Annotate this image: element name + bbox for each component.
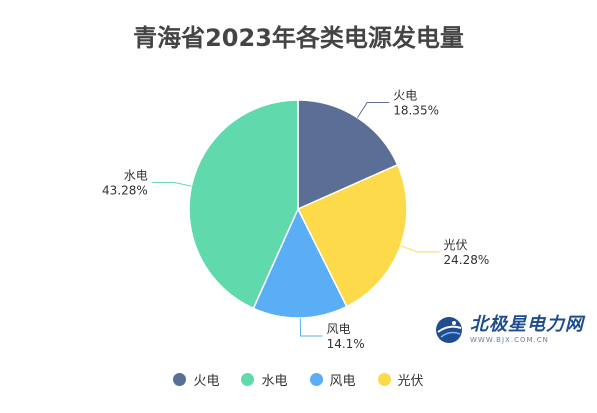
slice-name-label-hydro: 水电 [124,168,148,182]
leader-line-wind [299,317,323,337]
slice-percent-label-solar: 24.28% [444,253,490,267]
legend-swatch-solar [377,373,391,386]
slice-percent-label-wind: 14.1% [327,337,365,351]
watermark-logo: 北极星电力网 WWW.BJX.COM.CN [434,310,584,350]
legend-swatch-hydro [241,373,255,386]
legend-label-wind: 风电 [329,374,356,389]
legend-item-thermal[interactable]: 火电 [173,370,219,389]
legend-label-thermal: 火电 [193,374,220,389]
slice-name-label-wind: 风电 [327,322,351,336]
legend-label-hydro: 水电 [261,374,288,389]
legend-item-hydro[interactable]: 水电 [241,370,288,389]
slice-name-label-thermal: 火电 [393,89,417,103]
leader-line-hydro [151,181,192,187]
pie-slice-thermal[interactable] [297,99,399,211]
legend-label-solar: 光伏 [397,374,424,389]
legend-swatch-thermal [173,373,187,386]
slice-percent-label-hydro: 43.28% [102,183,148,197]
leader-line-thermal [356,102,390,118]
slice-percent-label-thermal: 18.35% [393,104,439,118]
watermark-main-text: 北极星电力网 [470,314,584,335]
slice-name-label-solar: 光伏 [444,238,468,252]
chart-title: 青海省2023年各类电源发电量 [133,24,464,52]
globe-logo-icon [436,317,462,343]
legend: 火电 水电 风电 光伏 [0,370,597,389]
legend-item-wind[interactable]: 风电 [309,370,356,389]
legend-swatch-wind [309,373,323,386]
legend-item-solar[interactable]: 光伏 [377,370,424,389]
watermark-sub-text: WWW.BJX.COM.CN [470,336,549,344]
leader-line-solar [400,245,440,253]
pie-slice-hydro[interactable] [188,99,299,310]
